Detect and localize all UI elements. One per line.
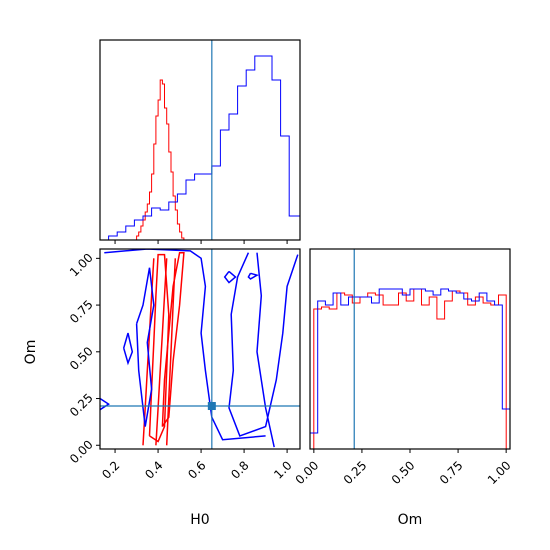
joint-ytick-label-2: 0.50 xyxy=(67,344,96,373)
contour-series-1-level-0 xyxy=(104,249,266,441)
h0-histogram-series-0 xyxy=(136,79,185,240)
contour-series-1-level-5 xyxy=(223,270,237,284)
joint-ytick-label-1: 0.25 xyxy=(67,391,96,420)
joint-truth-marker xyxy=(207,402,216,411)
om-marginal-xtick-label-0: 0.00 xyxy=(293,458,322,487)
om-marginal-xtick-label-2: 0.50 xyxy=(389,458,418,487)
contour-series-1-level-4 xyxy=(256,252,275,448)
om-h0-joint-panel: 0.2 0.4 0.6 0.8 1.0 0.00 0.25 0.50 0.75 1.00 xyxy=(67,248,301,482)
contour-series-1-level-6 xyxy=(247,272,259,280)
joint-xtick-label-3: 0.8 xyxy=(228,458,251,481)
joint-xtick-label-0: 0.2 xyxy=(99,458,122,481)
contour-series-1-level-1 xyxy=(100,397,110,411)
joint-frame xyxy=(99,248,301,450)
contour-series-0-level-4 xyxy=(161,251,185,428)
om-marginal-frame xyxy=(309,248,511,450)
contour-series-1-level-3 xyxy=(228,252,299,437)
joint-ytick-label-0: 0.00 xyxy=(67,437,96,466)
contour-series-0-level-3 xyxy=(148,253,170,443)
joint-ytick-label-3: 0.75 xyxy=(67,297,96,326)
joint-xtick-label-2: 0.6 xyxy=(185,458,208,481)
om-marginal-panel: 0.00 0.25 0.50 0.75 1.00 xyxy=(293,248,514,487)
contour-series-1-level-7 xyxy=(122,332,134,366)
h0-marginal-frame xyxy=(99,39,301,241)
om-marginal-xtick-label-3: 0.75 xyxy=(437,458,466,487)
contour-series-0-level-1 xyxy=(155,258,168,446)
joint-ytick-label-4: 1.00 xyxy=(67,251,96,280)
y-axis-label-om: Om xyxy=(23,340,39,365)
joint-xtick-label-4: 1.0 xyxy=(271,458,294,481)
contour-series-0-level-2 xyxy=(165,258,177,446)
om-histogram-series-0 xyxy=(313,288,507,449)
x-axis-label-h0: H0 xyxy=(190,512,209,528)
h0-histogram-series-1 xyxy=(100,55,300,240)
om-histogram-series-1 xyxy=(310,288,510,449)
contour-series-1-level-2 xyxy=(135,267,155,427)
joint-xtick-label-1: 0.4 xyxy=(142,458,165,481)
om-marginal-xtick-label-4: 1.00 xyxy=(485,458,514,487)
x-axis-label-om: Om xyxy=(398,512,423,528)
h0-marginal-panel xyxy=(99,39,301,244)
om-marginal-xtick-label-1: 0.25 xyxy=(341,458,370,487)
